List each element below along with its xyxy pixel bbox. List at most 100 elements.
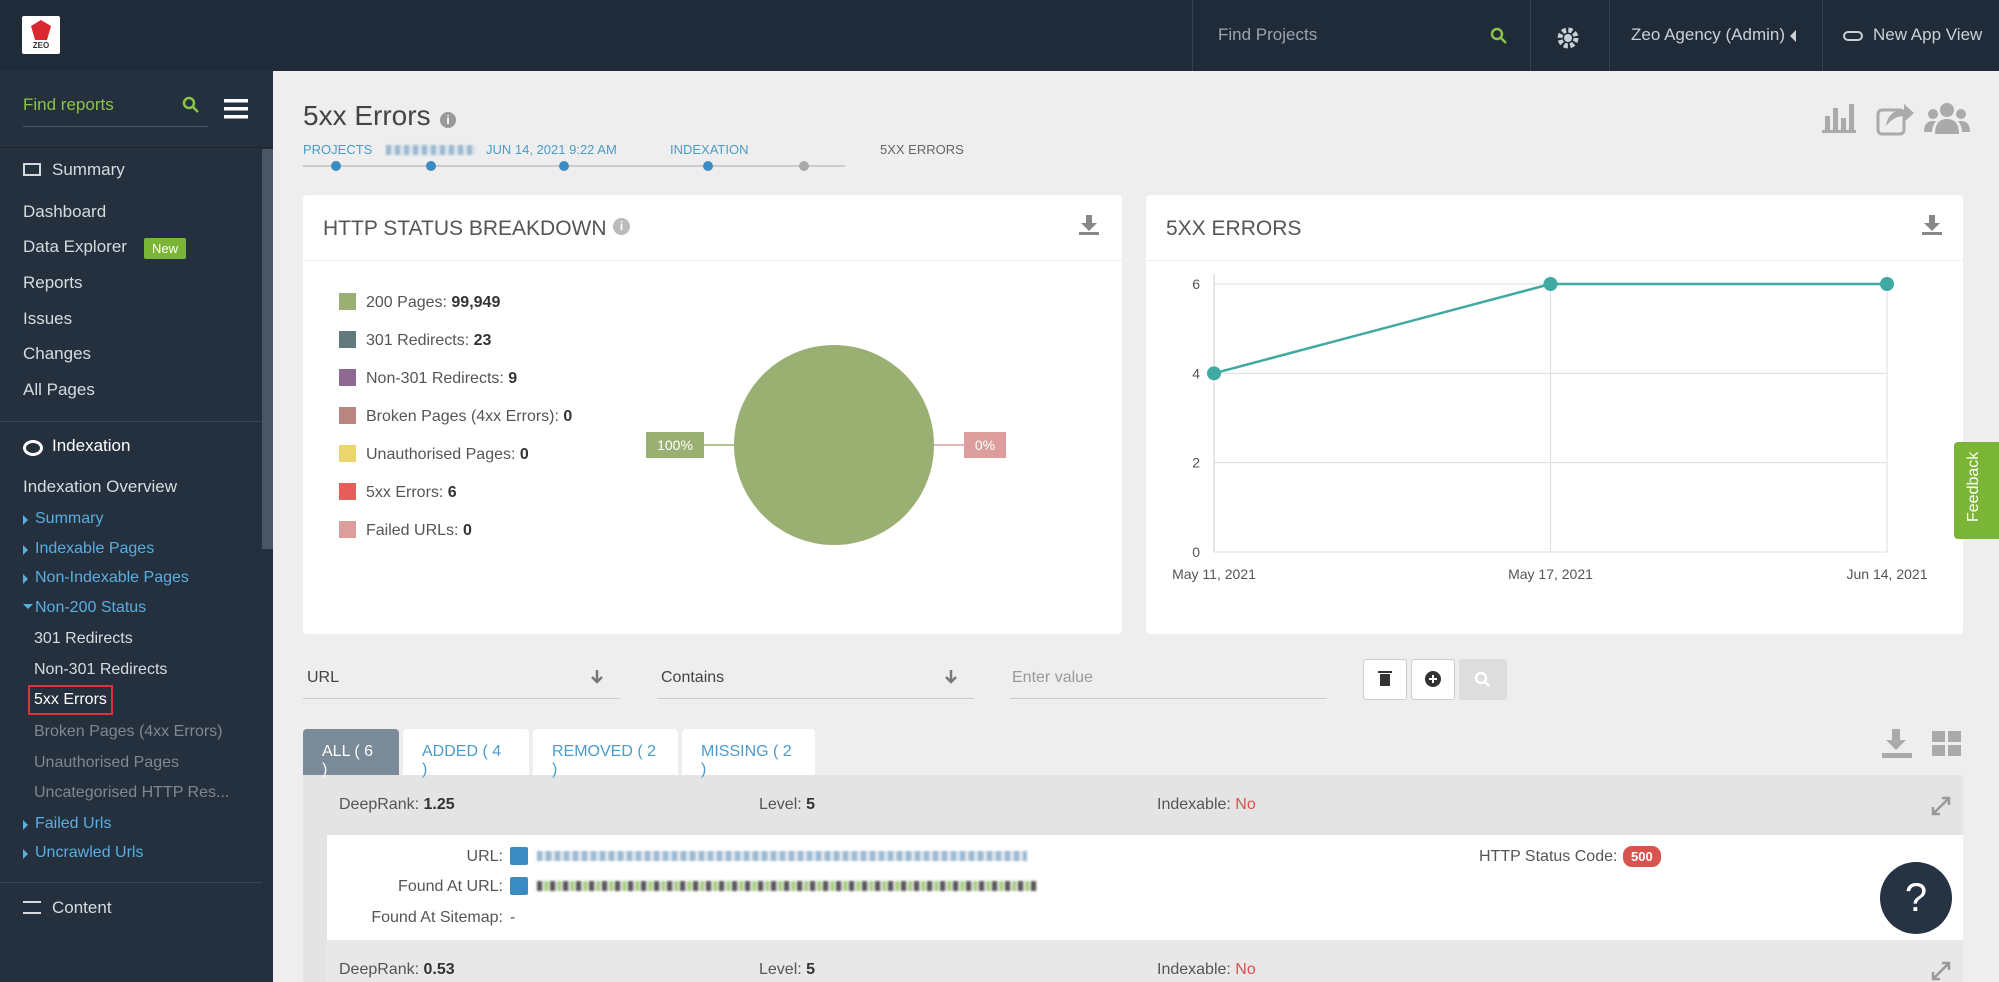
y-tick-label: 4 (1192, 365, 1200, 381)
value-input[interactable]: Enter value (1010, 659, 1327, 699)
x-tick-label: May 17, 2021 (1508, 566, 1593, 582)
url-redacted (537, 881, 1037, 891)
expand-icon[interactable] (1931, 961, 1951, 981)
found-label: Found At URL: (398, 878, 503, 895)
nav-item[interactable]: Unauthorised Pages (34, 754, 179, 771)
breadcrumb-item[interactable]: PROJECTS (303, 142, 373, 157)
link-icon[interactable] (510, 847, 528, 865)
nav-item[interactable]: 5xx Errors (28, 685, 113, 715)
section-label[interactable]: Summary (52, 160, 125, 179)
chart-icon[interactable] (1822, 104, 1856, 133)
indexation-icon (23, 440, 43, 456)
download-icon[interactable] (1922, 215, 1942, 235)
legend-count: 0 (519, 446, 529, 463)
legend-label: Broken Pages (4xx Errors): (366, 408, 559, 425)
status-panel: HTTP STATUS BREAKDOWN i 100% 0% (303, 195, 1122, 634)
tab[interactable]: REMOVED ( 2 ) (533, 729, 678, 778)
breadcrumb-item[interactable]: JUN 14, 2021 9:22 AM (486, 142, 617, 157)
expand-icon[interactable] (1931, 796, 1951, 816)
add-button[interactable] (1411, 659, 1455, 700)
divider (1192, 0, 1193, 71)
account-menu[interactable]: Zeo Agency (Admin) (1631, 25, 1786, 44)
link-icon[interactable] (510, 877, 528, 895)
menu-icon[interactable] (224, 99, 248, 119)
new-view[interactable]: New App View (1873, 25, 1983, 44)
select-arrows (591, 670, 957, 684)
tab[interactable]: MISSING ( 2 ) (682, 729, 815, 778)
search-icon[interactable] (182, 96, 200, 114)
nav-item[interactable]: Issues (23, 309, 73, 328)
project-search[interactable]: Find Projects (1218, 25, 1318, 44)
nav-item[interactable]: Broken Pages (4xx Errors) (34, 723, 223, 740)
divider (1609, 0, 1610, 71)
divider (1822, 0, 1823, 71)
report-search[interactable]: Find reports (23, 95, 208, 127)
legend-count: 99,949 (451, 294, 501, 311)
nav-item[interactable]: Non-301 Redirects (34, 661, 168, 678)
users-icon[interactable] (1924, 103, 1970, 134)
nav-item[interactable]: 301 Redirects (34, 630, 133, 647)
legend-label: Unauthorised Pages: (366, 446, 516, 463)
search-icon[interactable] (1490, 27, 1508, 45)
nav-item[interactable]: Reports (23, 273, 83, 292)
logo-mark (31, 20, 51, 40)
download-icon[interactable] (1882, 729, 1912, 758)
field-select[interactable]: URL (303, 659, 620, 699)
legend-swatch (339, 521, 356, 538)
scrollbar[interactable] (262, 149, 273, 549)
breadcrumb-dot[interactable] (426, 161, 436, 171)
section-label[interactable]: Indexation (52, 436, 131, 455)
legend-count: 9 (508, 370, 518, 387)
breadcrumb-dot[interactable] (799, 161, 809, 171)
row-field: Indexable: No (1157, 796, 1256, 814)
level-value: 5 (806, 961, 816, 978)
tab[interactable]: ADDED ( 4 ) (403, 729, 529, 778)
top-bar: ZEO Find Projects Zeo Agency (Admin) New… (0, 0, 1999, 71)
settings-icon[interactable] (1555, 25, 1581, 51)
legend-item: 301 Redirects: 23 (339, 331, 491, 350)
info-icon[interactable]: i (613, 218, 630, 235)
nav-item[interactable]: Dashboard (23, 202, 107, 221)
legend-swatch (339, 407, 356, 424)
operator-select[interactable]: Contains (657, 659, 974, 699)
legend-swatch (339, 293, 356, 310)
breadcrumb-dot[interactable] (559, 161, 569, 171)
section-label[interactable]: Content (52, 898, 112, 917)
nav-item[interactable]: Non-200 Status (35, 599, 147, 616)
nav-item[interactable]: Non-Indexable Pages (35, 569, 189, 586)
legend-swatch (339, 483, 356, 500)
breadcrumb-item[interactable]: INDEXATION (670, 142, 749, 157)
nav-item[interactable]: Indexation Overview (23, 477, 178, 496)
help-button[interactable]: ? (1880, 862, 1952, 934)
nav-item[interactable]: Changes (23, 344, 92, 363)
deeprank-value: 1.25 (423, 796, 455, 813)
nav-item[interactable]: Data Explorer (23, 237, 127, 256)
legend-count: 0 (563, 408, 573, 425)
caret (23, 545, 33, 555)
grid-icon[interactable] (1932, 731, 1961, 756)
breadcrumb-dot[interactable] (703, 161, 713, 171)
nav-item[interactable]: Uncrawled Urls (35, 844, 144, 861)
nav-item[interactable]: Failed Urls (35, 815, 112, 832)
feedback-tab[interactable]: Feedback (1954, 442, 1999, 539)
nav-item[interactable]: All Pages (23, 380, 95, 399)
nav-item[interactable]: Summary (35, 510, 104, 527)
nav-item[interactable]: Indexable Pages (35, 540, 155, 557)
tab[interactable]: ALL ( 6 ) (303, 729, 399, 778)
toggle[interactable] (1843, 31, 1863, 41)
data-point (1543, 277, 1558, 291)
nav-item[interactable]: Uncategorised HTTP Res... (34, 784, 230, 801)
download-icon[interactable] (1079, 215, 1099, 235)
legend-swatch (339, 331, 356, 348)
delete-button[interactable] (1363, 659, 1407, 700)
breadcrumb-dot[interactable] (331, 161, 341, 171)
search-button[interactable] (1459, 659, 1507, 700)
row-field: DeepRank: 1.25 (339, 796, 455, 814)
level-label: Level: (759, 961, 802, 978)
divider (0, 147, 273, 148)
logo[interactable]: ZEO (22, 16, 60, 54)
info-icon[interactable]: i (440, 112, 456, 128)
share-icon[interactable] (1876, 104, 1914, 136)
y-tick-label: 0 (1192, 544, 1200, 560)
